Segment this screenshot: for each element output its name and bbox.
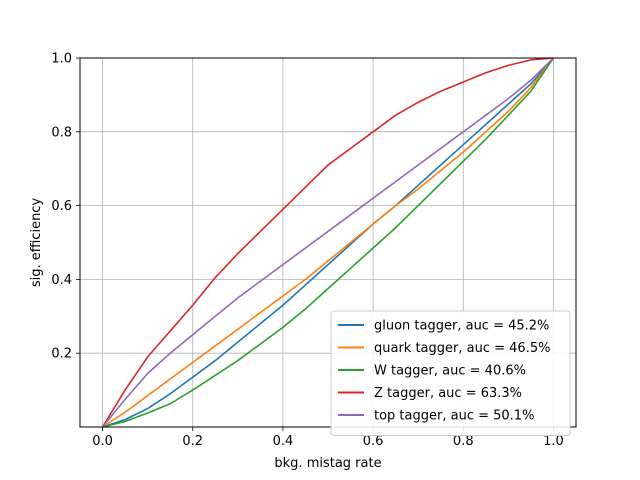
y-tick-label: 0.4 <box>51 273 72 288</box>
legend-label-3: Z tagger, auc = 63.3% <box>374 386 522 401</box>
y-tick-label: 0.6 <box>51 199 72 214</box>
legend-label-2: W tagger, auc = 40.6% <box>374 364 526 379</box>
axis-ticks: 0.0 0.2 0.4 0.6 0.8 1.0 0.2 0.4 0.6 0.8 1.0 <box>51 52 563 450</box>
legend: gluon tagger, auc = 45.2% quark tagger, a… <box>330 310 571 436</box>
x-tick-label: 0.0 <box>92 434 113 449</box>
x-tick-label: 0.6 <box>363 434 384 449</box>
y-axis-label: sig. efficiency <box>29 198 44 288</box>
y-tick-label: 0.8 <box>51 125 72 140</box>
y-tick-label: 0.2 <box>51 347 72 362</box>
legend-label-0: gluon tagger, auc = 45.2% <box>374 319 549 334</box>
series-line-3 <box>101 57 554 428</box>
legend-label-1: quark tagger, auc = 46.5% <box>374 341 550 356</box>
x-tick-label: 0.4 <box>273 434 294 449</box>
series-line-2 <box>102 57 555 428</box>
series-lines <box>101 57 555 428</box>
x-tick-label: 1.0 <box>543 434 564 449</box>
x-tick-label: 0.8 <box>453 434 474 449</box>
x-axis-label: bkg. mistag rate <box>274 456 381 471</box>
axes-frame <box>79 57 577 428</box>
series-line-4 <box>101 57 555 428</box>
legend-frame <box>330 310 571 436</box>
legend-label-4: top tagger, auc = 50.1% <box>374 409 534 424</box>
series-line-0 <box>102 57 555 428</box>
y-tick-label: 1.0 <box>51 52 72 67</box>
series-line-1 <box>102 57 555 428</box>
x-tick-label: 0.2 <box>182 434 203 449</box>
